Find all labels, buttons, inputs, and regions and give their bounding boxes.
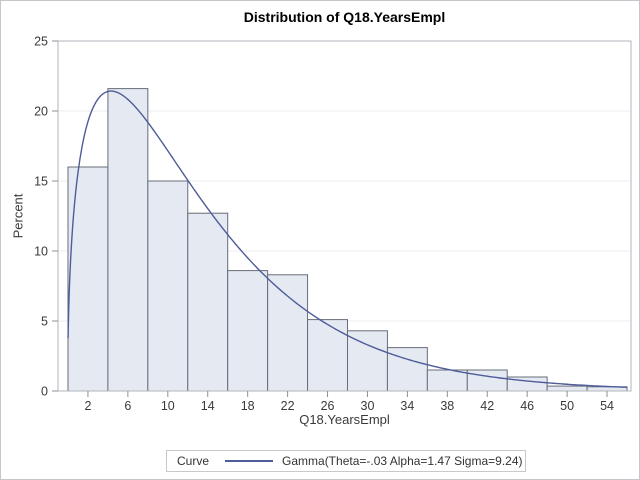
- histogram-bar: [187, 212, 229, 392]
- x-tick-label: 50: [560, 399, 574, 413]
- y-tick-label: 25: [34, 35, 48, 49]
- x-tick-label: 54: [600, 399, 614, 413]
- fit-curve-legend: Curve Gamma(Theta=-.03 Alpha=1.47 Sigma=…: [166, 450, 526, 472]
- x-tick-label: 38: [440, 399, 454, 413]
- x-tick-label: 14: [201, 399, 215, 413]
- legend-entry-text: Gamma(Theta=-.03 Alpha=1.47 Sigma=9.24): [282, 454, 523, 468]
- x-tick-label: 22: [281, 399, 295, 413]
- histogram-bar: [307, 319, 348, 392]
- x-tick-label: 46: [520, 399, 534, 413]
- x-tick-label: 2: [84, 399, 91, 413]
- x-tick-label: 6: [124, 399, 131, 413]
- x-axis-title: Q18.YearsEmpl: [299, 412, 390, 427]
- histogram-bar: [466, 369, 508, 392]
- chart-title: Distribution of Q18.YearsEmpl: [243, 9, 446, 25]
- legend-line-swatch: [225, 460, 274, 462]
- y-tick-label: 15: [34, 175, 48, 189]
- y-tick-label: 20: [34, 105, 48, 119]
- x-tick-label: 10: [161, 399, 175, 413]
- histogram-bar: [227, 270, 269, 392]
- histogram-bar: [546, 385, 588, 392]
- y-tick-label: 5: [41, 315, 48, 329]
- y-tick-label: 10: [34, 245, 48, 259]
- x-tick-label: 30: [361, 399, 375, 413]
- histogram-bar: [67, 166, 109, 392]
- histogram-bar: [107, 88, 149, 392]
- histogram-bar: [346, 330, 388, 392]
- gamma-fit-curve: [67, 90, 628, 388]
- x-tick-label: 18: [241, 399, 255, 413]
- y-tick-label: 0: [41, 385, 48, 399]
- x-tick-label: 34: [400, 399, 414, 413]
- plot-frame: [57, 40, 632, 392]
- histogram-bar: [267, 274, 309, 392]
- legend-title: Curve: [177, 454, 210, 468]
- histogram-bar: [426, 369, 468, 392]
- x-tick-label: 42: [480, 399, 494, 413]
- x-tick-label: 26: [321, 399, 335, 413]
- histogram-bar: [147, 180, 189, 392]
